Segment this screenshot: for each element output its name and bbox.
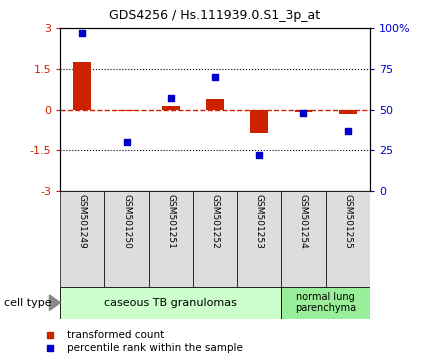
Point — [167, 96, 174, 101]
FancyBboxPatch shape — [326, 191, 370, 287]
Bar — [295, 110, 312, 113]
Point — [256, 153, 263, 158]
Text: GSM501250: GSM501250 — [122, 194, 131, 249]
Bar — [206, 99, 224, 110]
FancyBboxPatch shape — [104, 191, 149, 287]
Text: GSM501253: GSM501253 — [255, 194, 264, 249]
FancyBboxPatch shape — [60, 191, 104, 287]
Bar — [339, 110, 356, 114]
Polygon shape — [49, 295, 60, 310]
FancyBboxPatch shape — [281, 191, 326, 287]
Bar — [118, 110, 135, 111]
Text: caseous TB granulomas: caseous TB granulomas — [104, 298, 237, 308]
Text: GSM501252: GSM501252 — [211, 194, 219, 249]
Text: cell type: cell type — [4, 298, 52, 308]
Bar — [162, 105, 180, 110]
Text: GSM501251: GSM501251 — [166, 194, 175, 249]
Text: normal lung
parenchyma: normal lung parenchyma — [295, 292, 356, 314]
FancyBboxPatch shape — [237, 191, 281, 287]
Point — [300, 110, 307, 116]
Point — [46, 332, 53, 338]
Bar — [74, 62, 91, 110]
Point — [123, 139, 130, 145]
Point — [344, 128, 351, 134]
Bar — [250, 110, 268, 133]
Point — [46, 346, 53, 351]
FancyBboxPatch shape — [60, 287, 281, 319]
Text: GDS4256 / Hs.111939.0.S1_3p_at: GDS4256 / Hs.111939.0.S1_3p_at — [110, 9, 320, 22]
Point — [212, 74, 218, 80]
FancyBboxPatch shape — [149, 191, 193, 287]
FancyBboxPatch shape — [193, 191, 237, 287]
Point — [79, 30, 86, 36]
FancyBboxPatch shape — [281, 287, 370, 319]
Text: percentile rank within the sample: percentile rank within the sample — [67, 343, 243, 353]
Text: GSM501249: GSM501249 — [78, 194, 87, 249]
Text: transformed count: transformed count — [67, 330, 164, 340]
Text: GSM501254: GSM501254 — [299, 194, 308, 249]
Text: GSM501255: GSM501255 — [343, 194, 352, 249]
